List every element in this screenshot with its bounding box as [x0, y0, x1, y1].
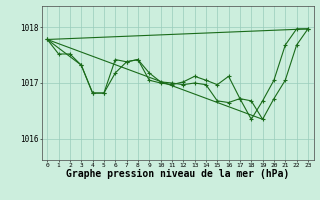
- X-axis label: Graphe pression niveau de la mer (hPa): Graphe pression niveau de la mer (hPa): [66, 169, 289, 179]
